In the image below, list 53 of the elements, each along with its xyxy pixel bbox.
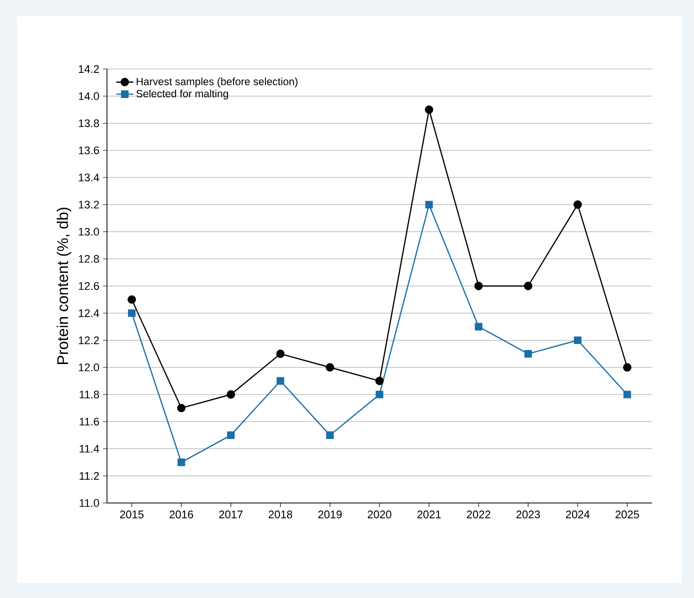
x-tick-label: 2025 xyxy=(616,510,639,518)
y-tick-label: 12.4 xyxy=(78,309,100,317)
point xyxy=(326,431,334,439)
y-tick-label: 11.4 xyxy=(80,444,100,453)
point xyxy=(178,458,186,466)
x-tick-label: 2018 xyxy=(268,510,292,518)
point xyxy=(574,336,582,344)
x-tick-label: 2020 xyxy=(368,510,392,518)
y-tick-label: 11.6 xyxy=(80,418,99,426)
point xyxy=(524,282,532,290)
x-tick-label: 2016 xyxy=(170,510,194,518)
x-tick-label: 2019 xyxy=(318,510,342,518)
y-tick-label: 13.0 xyxy=(78,228,100,236)
y-tick-label: 13.8 xyxy=(78,119,99,128)
point xyxy=(326,363,334,372)
point xyxy=(573,200,582,209)
x-tick-label: 2022 xyxy=(466,510,490,518)
point xyxy=(128,295,136,304)
point xyxy=(128,309,136,317)
point xyxy=(276,377,284,385)
point xyxy=(227,431,235,439)
x-tick-label: 2015 xyxy=(120,510,144,518)
point xyxy=(376,390,384,398)
y-axis-title: Protein content (%, db) xyxy=(56,208,72,364)
point xyxy=(177,404,186,412)
point xyxy=(276,350,285,358)
y-tick-label: 13.2 xyxy=(78,200,99,209)
legend-label: Harvest samples (before selection) xyxy=(136,78,298,88)
y-tick-label: 11.2 xyxy=(80,472,99,480)
y-tick-label: 13.4 xyxy=(78,174,100,182)
point xyxy=(623,363,632,372)
point xyxy=(375,376,384,386)
y-tick-label: 14.2 xyxy=(78,65,99,73)
x-tick-label: 2021 xyxy=(417,510,441,518)
y-tick-label: 11.0 xyxy=(80,499,100,507)
y-tick-label: 11.8 xyxy=(80,390,99,398)
y-tick-label: 12.2 xyxy=(78,336,99,344)
point xyxy=(474,322,482,330)
x-tick-label: 2017 xyxy=(219,510,243,518)
point xyxy=(424,105,434,114)
y-tick-label: 12.8 xyxy=(78,254,99,263)
y-tick-label: 12.6 xyxy=(78,282,99,290)
y-tick-label: 12.0 xyxy=(78,363,100,372)
point xyxy=(226,390,236,399)
y-tick-label: 13.6 xyxy=(78,146,99,154)
point xyxy=(474,282,483,290)
point xyxy=(623,390,632,398)
point xyxy=(524,350,532,358)
y-tick-label: 14.0 xyxy=(78,92,100,100)
point xyxy=(425,200,433,208)
x-tick-label: 2024 xyxy=(566,510,590,518)
x-tick-label: 2023 xyxy=(516,510,540,518)
legend-label: Selected for malting xyxy=(136,90,228,100)
